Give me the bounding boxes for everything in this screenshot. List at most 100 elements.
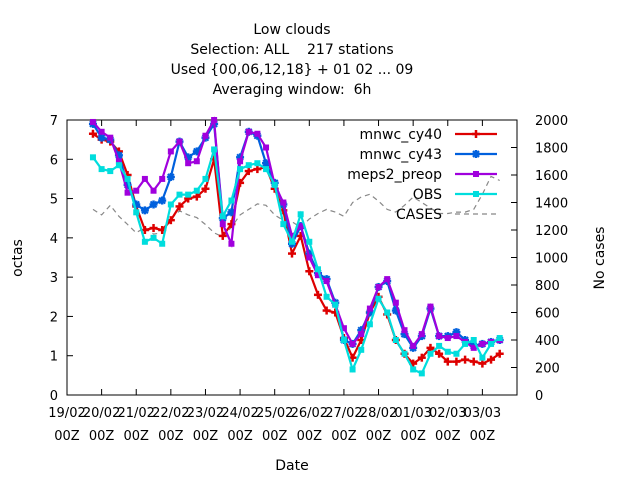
star-d2	[262, 159, 270, 167]
y-axis-title: octas	[10, 239, 26, 277]
mnwc_cy40-point	[305, 267, 314, 276]
y2-tick-label: 600	[535, 307, 560, 322]
mnwc_cy40-point	[175, 202, 184, 211]
x-tick-date: 21/02	[117, 406, 154, 421]
OBS-point	[418, 370, 425, 377]
x-tick-date: 24/02	[221, 406, 258, 421]
mnwc_cy40-point	[218, 231, 227, 240]
series-OBS	[89, 146, 503, 377]
meps2_preop-point	[444, 335, 451, 342]
y-tick-label: 6	[50, 153, 58, 168]
y2-tick-label: 1800	[535, 142, 568, 157]
title: Low clouds Selection: ALL 217 stations U…	[171, 22, 414, 98]
OBS-point	[349, 366, 356, 373]
star-d2	[158, 196, 166, 205]
OBS-point	[271, 181, 278, 188]
meps2_preop-point	[150, 187, 157, 194]
meps2_preop-point	[211, 117, 218, 123]
x-tick-hour: 00Z	[470, 429, 496, 444]
mnwc_cy40-point	[469, 357, 478, 366]
mnwc_cy43-point	[158, 196, 167, 205]
OBS-point	[358, 346, 365, 353]
star-d2	[149, 200, 158, 209]
x-tick-date: 27/02	[325, 406, 362, 421]
OBS-point	[392, 337, 399, 343]
OBS-point	[366, 321, 373, 328]
legend-label-mnwc_cy40: mnwc_cy40	[360, 127, 442, 143]
x-tick-date: 19/02	[48, 406, 85, 421]
OBS-point	[340, 337, 347, 343]
mnwc_cy40-point	[88, 129, 97, 138]
OBS-point	[141, 238, 148, 245]
mnwc_cy43-point	[166, 172, 175, 181]
OBS-point	[289, 238, 295, 245]
x-tick-date: 26/02	[291, 406, 328, 421]
meps2_preop-point	[392, 299, 399, 306]
meps2_preop-point	[314, 272, 321, 279]
OBS-point	[211, 146, 218, 153]
OBS-point	[280, 221, 287, 228]
star-d2	[193, 147, 201, 156]
OBS-point	[401, 350, 408, 357]
title-line-4: Averaging window: 6h	[213, 82, 372, 98]
meps2_preop-point	[410, 342, 417, 349]
y2-tick-label: 2000	[535, 114, 568, 129]
meps2_preop-point	[185, 160, 192, 167]
OBS-point	[453, 350, 460, 357]
OBS-point	[89, 154, 96, 161]
mnwc_cy40-point	[244, 167, 253, 176]
x-tick-hour: 00Z	[366, 429, 392, 444]
meps2_preop-point	[193, 158, 200, 165]
legend-label-mnwc_cy43: mnwc_cy43	[360, 147, 442, 163]
OBS-point	[176, 191, 183, 198]
OBS-point	[167, 201, 174, 208]
meps2_preop-point	[306, 254, 313, 261]
OBS-point	[107, 168, 114, 175]
x-tick-hour: 00Z	[193, 429, 219, 444]
meps2_preop-point	[202, 132, 209, 139]
OBS-point	[237, 166, 244, 173]
y-tick-label: 0	[50, 389, 58, 404]
star-d2	[472, 150, 480, 158]
x-tick-hour: 00Z	[124, 429, 150, 444]
mnwc_cy40-point	[478, 359, 487, 368]
mnwc_cy40-point	[313, 290, 322, 299]
x-tick-date: 25/02	[256, 406, 293, 421]
OBS-point	[193, 187, 200, 194]
OBS-point	[462, 340, 469, 347]
x-tick-hour: 00Z	[54, 429, 80, 444]
mnwc_cy40-point	[487, 355, 496, 364]
meps2_preop-point	[115, 158, 122, 165]
OBS-point	[297, 211, 304, 218]
mnwc_cy40-point	[495, 349, 504, 358]
mnwc_cy40-point	[443, 357, 452, 366]
mnwc_cy40-point	[461, 355, 470, 364]
OBS-point	[124, 175, 131, 182]
mnwc_cy40-point	[288, 249, 296, 258]
axis-ticks: 0 1 2 3 4 5 6 7 0 200 400 600 800 1000 1200 1400 1600 180…	[48, 114, 568, 444]
y2-tick-label: 200	[535, 362, 560, 377]
y2-tick-label: 800	[535, 279, 560, 294]
OBS-point	[115, 162, 122, 169]
legend-marker-meps2_preop	[473, 171, 479, 177]
x-tick-hour: 00Z	[435, 429, 461, 444]
meps2_preop-point	[358, 331, 365, 338]
meps2_preop-point	[124, 189, 131, 196]
y-tick-label: 4	[50, 232, 58, 247]
meps2_preop-point	[323, 278, 330, 285]
title-line-2: Selection: ALL 217 stations	[190, 42, 393, 58]
meps2_preop-point	[384, 276, 391, 283]
x-tick-hour: 00Z	[297, 429, 323, 444]
OBS-point	[254, 160, 261, 167]
meps2_preop-point	[133, 187, 140, 194]
y2-tick-label: 400	[535, 334, 560, 349]
meps2_preop-point	[141, 175, 148, 182]
mnwc_cy40-point	[435, 349, 444, 358]
star-d2	[97, 133, 106, 142]
title-line-3: Used {00,06,12,18} + 01 02 ... 09	[171, 62, 414, 78]
y-tick-label: 1	[50, 350, 58, 365]
meps2_preop-point	[228, 240, 235, 247]
legend-label-OBS: OBS	[413, 187, 442, 203]
star-d2	[227, 208, 236, 217]
